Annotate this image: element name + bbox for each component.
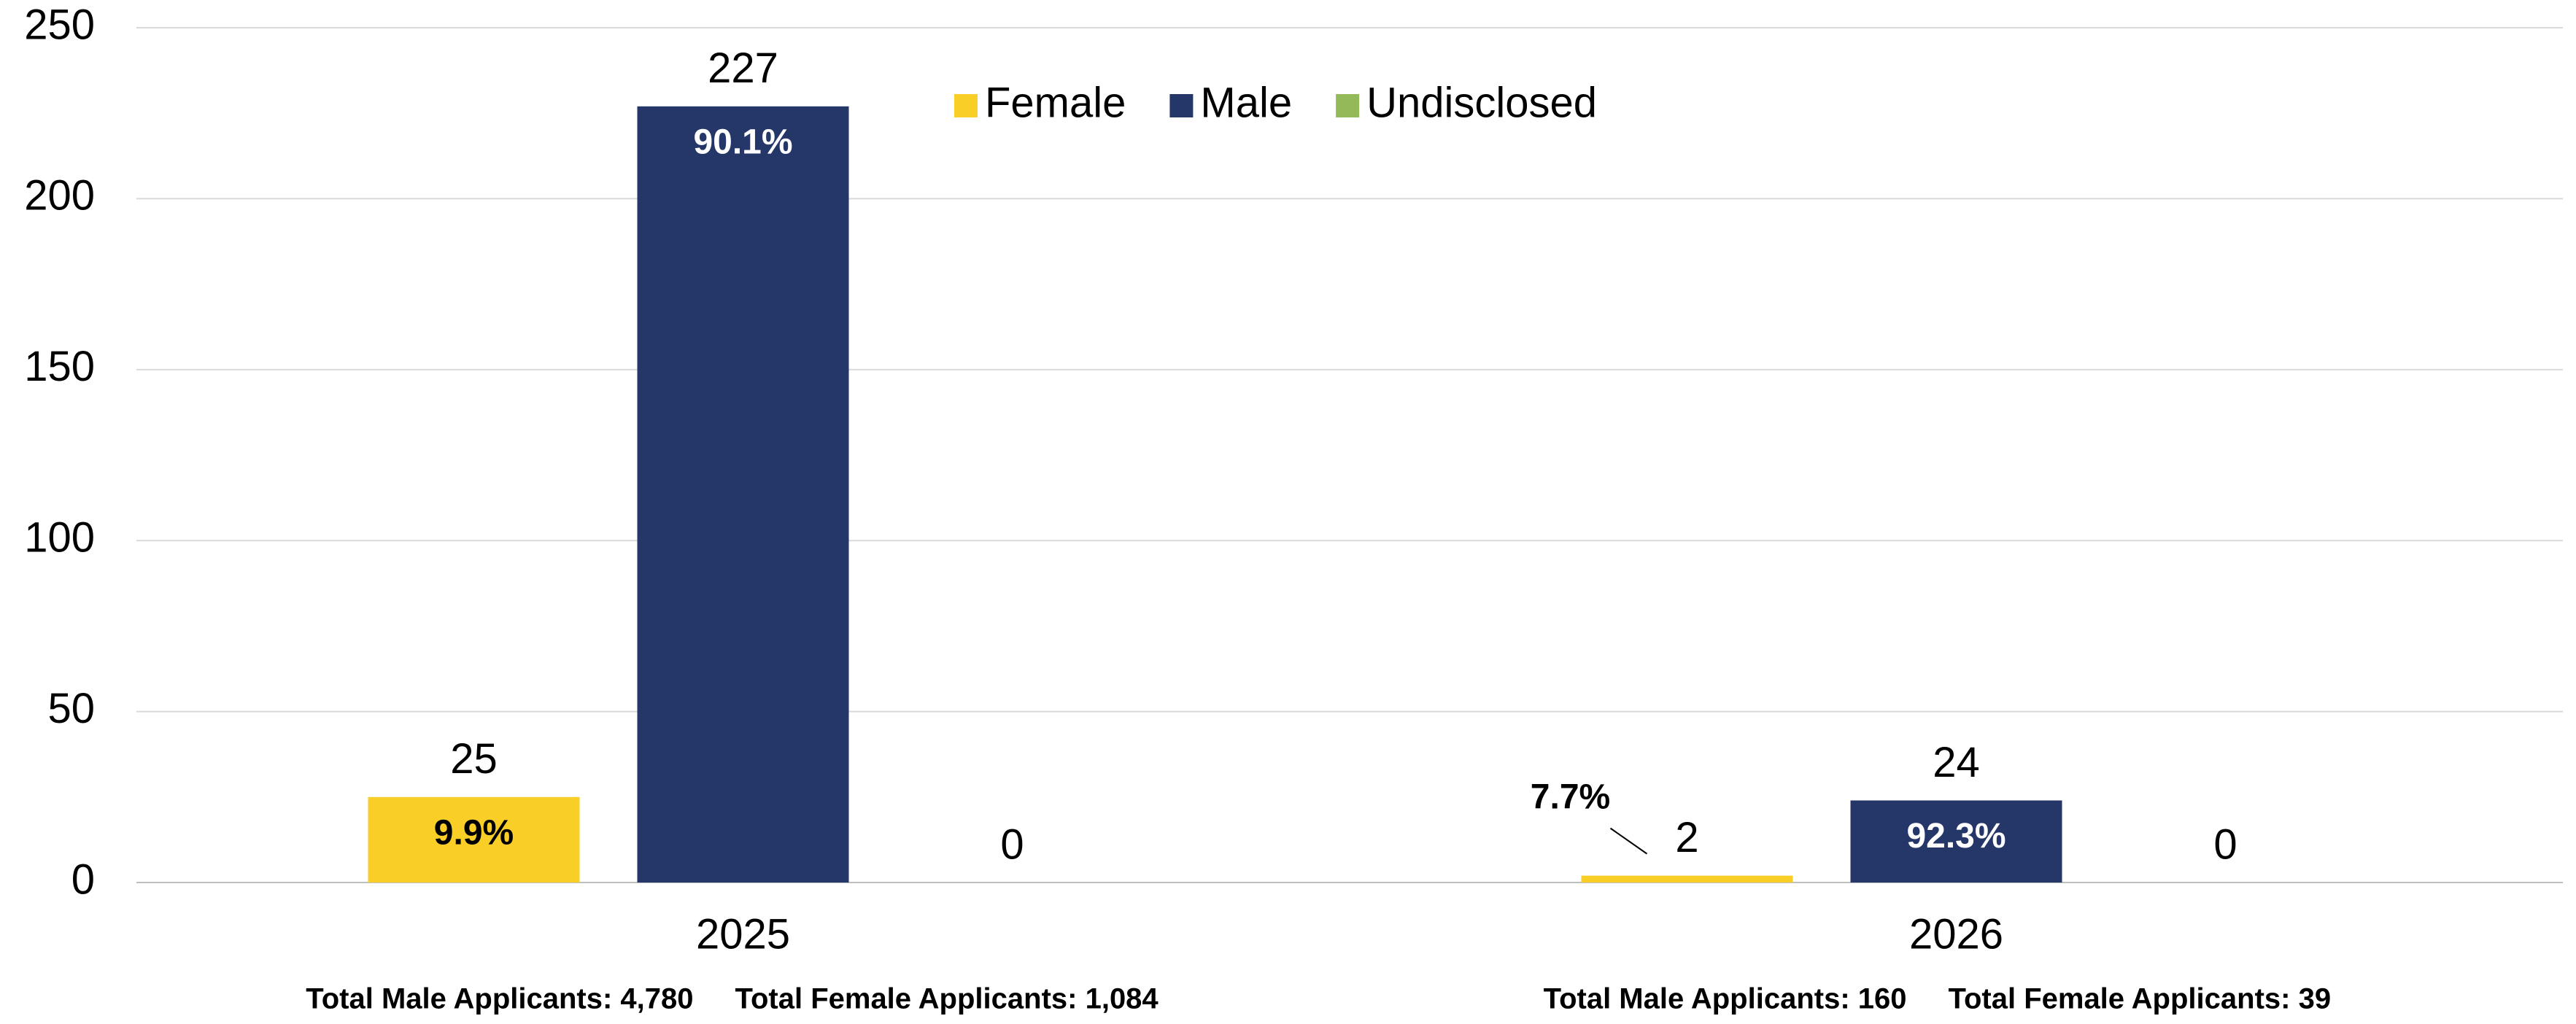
percent-label: 7.7% xyxy=(1531,777,1610,816)
legend-label: Male xyxy=(1200,79,1292,126)
legend-swatch xyxy=(954,94,978,117)
value-label: 25 xyxy=(450,735,498,783)
annotation: Total Male Applicants: 160 xyxy=(1544,983,1907,1015)
legend-swatch xyxy=(1336,94,1360,117)
bar xyxy=(368,796,580,883)
value-label: 24 xyxy=(1933,739,1980,786)
y-tick-label: 200 xyxy=(24,172,95,220)
annotation: Total Female Applicants: 39 xyxy=(1949,983,2332,1015)
percent-label: 9.9% xyxy=(434,813,514,852)
value-label: 227 xyxy=(708,44,778,92)
annotation: Total Female Applicants: 1,084 xyxy=(735,983,1159,1015)
y-tick-label: 100 xyxy=(24,514,95,562)
value-label: 0 xyxy=(2213,821,2237,868)
percent-label: 92.3% xyxy=(1906,817,2006,856)
legend-label: Undisclosed xyxy=(1366,79,1597,126)
bar xyxy=(637,106,849,883)
x-tick-label: 2025 xyxy=(696,910,790,958)
value-label: 0 xyxy=(1000,821,1024,868)
annotation: Total Male Applicants: 4,780 xyxy=(306,983,693,1015)
bar xyxy=(1581,875,1793,883)
leader-line xyxy=(1609,827,1648,855)
y-tick-label: 50 xyxy=(47,685,95,732)
y-tick-label: 250 xyxy=(24,1,95,48)
x-tick-label: 2026 xyxy=(1909,910,2003,958)
percent-label: 90.1% xyxy=(693,123,792,161)
bar xyxy=(1850,800,2062,883)
legend-label: Female xyxy=(985,79,1126,126)
value-label: 2 xyxy=(1675,814,1698,861)
y-tick-label: 150 xyxy=(24,343,95,390)
y-tick-label: 0 xyxy=(71,856,95,903)
legend-swatch xyxy=(1169,94,1194,117)
